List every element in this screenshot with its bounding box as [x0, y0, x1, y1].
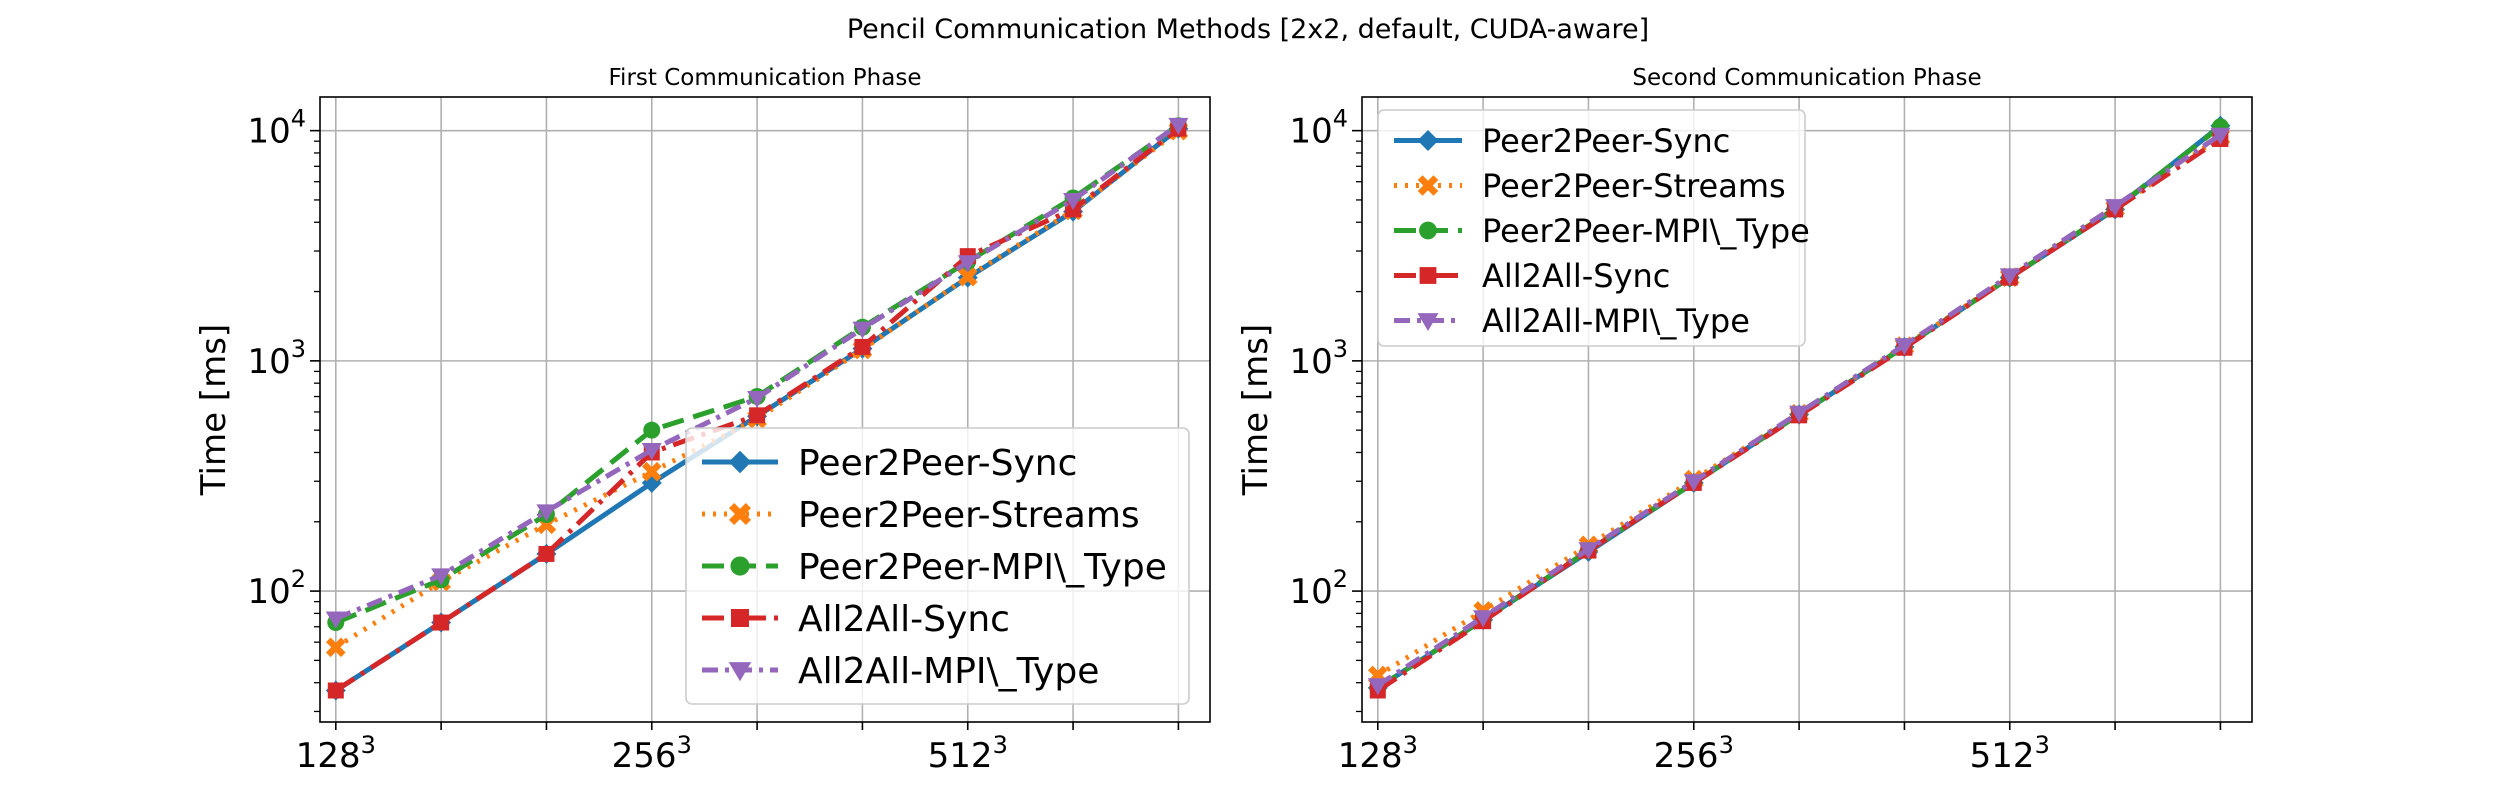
legend-entry-peer2peer-streams: Peer2Peer-Streams — [702, 495, 1140, 536]
axes-frame — [319, 96, 1211, 723]
data-point — [2210, 127, 2231, 145]
data-point — [643, 421, 661, 439]
series-line — [1376, 136, 2222, 693]
series-all2all-mpi-type — [1367, 127, 2231, 696]
legend-label: Peer2Peer-Sync — [1482, 122, 1730, 160]
y-axis-label: Time [ms] — [194, 324, 234, 496]
chart-panel-first-phase: 1283 2563 5123 102 103 104 First Communication… — [194, 65, 1211, 776]
legend-label: Peer2Peer-Streams — [798, 495, 1140, 536]
figure-suptitle: Pencil Communication Methods [2x2, defau… — [847, 14, 1649, 45]
data-point — [957, 255, 978, 273]
legend-entry-peer2peer-streams: Peer2Peer-Streams — [1394, 167, 1786, 205]
x-tick-label: 2563 — [612, 731, 692, 776]
data-point — [1367, 678, 1388, 696]
y-tick-label: 103 — [247, 335, 306, 382]
data-point — [641, 443, 662, 461]
data-point — [1063, 192, 1084, 210]
x-tick-label: 5123 — [1970, 731, 2050, 776]
legend-entry-peer2peer-mpi-type: Peer2Peer-MPI\_Type — [702, 547, 1167, 588]
legend-marker — [1417, 313, 1439, 331]
x-tick-label: 2563 — [1654, 731, 1734, 776]
x-tick-label: 1283 — [296, 731, 376, 776]
legend-label: Peer2Peer-Streams — [1482, 167, 1786, 205]
data-point — [1789, 405, 1810, 423]
data-point — [433, 614, 450, 631]
data-point — [1894, 338, 1915, 356]
legend-marker — [1417, 130, 1439, 151]
legend-label: All2All-Sync — [1482, 257, 1670, 295]
data-point — [1578, 542, 1599, 560]
legend-label: Peer2Peer-Sync — [798, 443, 1077, 484]
data-point — [749, 407, 766, 424]
legend-entry-all2all-sync: All2All-Sync — [702, 599, 1010, 640]
legend-marker — [728, 502, 752, 526]
data-point — [538, 545, 555, 562]
legend-entry-all2all-sync: All2All-Sync — [1394, 257, 1670, 295]
legend-marker — [1417, 175, 1439, 196]
legend-marker — [728, 662, 752, 682]
legend-box — [685, 427, 1190, 705]
legend-marker — [728, 450, 752, 474]
data-point — [747, 390, 768, 408]
legend-entry-peer2peer-sync: Peer2Peer-Sync — [1394, 122, 1730, 160]
data-point — [1168, 117, 1189, 135]
legend-entry-peer2peer-mpi-type: Peer2Peer-MPI\_Type — [1394, 212, 1810, 250]
y-tick-label: 102 — [247, 565, 306, 612]
chart-panel-second-phase: 1283 2563 5123 102 103 104 Second Communicatio… — [1236, 65, 2253, 776]
legend-entry-all2all-mpi-type: All2All-MPI\_Type — [702, 651, 1099, 692]
data-point — [641, 461, 662, 482]
x-tick-label: 1283 — [1338, 731, 1418, 776]
y-tick-label: 104 — [1289, 105, 1348, 152]
y-axis-label: Time [ms] — [1236, 324, 1276, 496]
data-point — [854, 338, 871, 355]
chart-title: Second Communication Phase — [1632, 65, 1981, 91]
y-tick-label: 102 — [1289, 565, 1348, 612]
y-tick-label: 104 — [247, 105, 306, 152]
data-point — [1683, 474, 1704, 492]
data-point — [325, 611, 346, 629]
legend-marker — [1419, 267, 1437, 284]
legend-label: Peer2Peer-MPI\_Type — [798, 547, 1167, 588]
legend-marker — [730, 556, 750, 576]
data-point — [2105, 199, 2126, 217]
data-point — [852, 321, 873, 339]
legend-entry-all2all-mpi-type: All2All-MPI\_Type — [1394, 302, 1750, 340]
data-point — [326, 637, 346, 658]
legend-marker — [731, 609, 749, 627]
legend-label: All2All-MPI\_Type — [1482, 302, 1750, 340]
legend-box — [1377, 109, 1806, 347]
data-point — [1473, 610, 1494, 628]
legend-label: Peer2Peer-MPI\_Type — [1482, 212, 1810, 250]
legend-marker — [1419, 221, 1437, 240]
chart-title: First Communication Phase — [609, 65, 922, 91]
data-point — [536, 504, 557, 522]
legend-label: All2All-Sync — [798, 599, 1010, 640]
data-point — [327, 682, 344, 699]
series-line — [334, 128, 1180, 650]
legend-entry-peer2peer-sync: Peer2Peer-Sync — [702, 443, 1077, 484]
legend: Peer2Peer-Sync Peer2Peer-Streams Peer2Peer… — [685, 427, 1190, 705]
data-point — [957, 266, 978, 287]
data-point — [431, 568, 452, 586]
legend: Peer2Peer-Sync Peer2Peer-Streams Peer2Peer… — [1377, 109, 1810, 347]
y-tick-label: 103 — [1289, 335, 1348, 382]
x-tick-label: 5123 — [928, 731, 1008, 776]
data-point — [1999, 268, 2020, 286]
legend-label: All2All-MPI\_Type — [798, 651, 1099, 692]
series-all2all-mpi-type — [325, 117, 1189, 629]
axes-frame — [1361, 96, 2253, 723]
